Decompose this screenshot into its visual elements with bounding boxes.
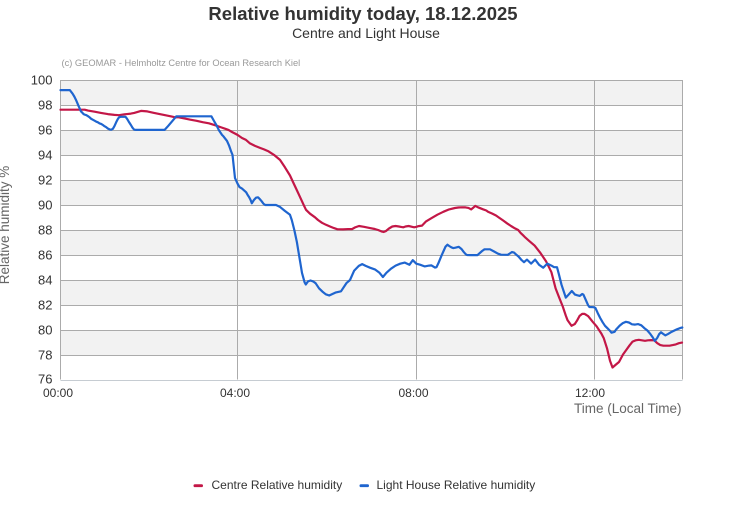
svg-text:Relative humidity today, 18.12: Relative humidity today, 18.12.2025 [208,3,517,24]
svg-text:Light House Relative humidity: Light House Relative humidity [377,478,536,492]
svg-text:80: 80 [38,323,52,338]
svg-text:78: 78 [38,348,52,363]
svg-text:Relative humidity %: Relative humidity % [0,166,12,285]
svg-text:82: 82 [38,298,52,313]
svg-text:88: 88 [38,223,52,238]
svg-text:(c) GEOMAR - Helmholtz Centre: (c) GEOMAR - Helmholtz Centre for Ocean … [62,58,301,68]
svg-text:Centre and Light House: Centre and Light House [292,25,440,41]
svg-text:92: 92 [38,173,52,188]
svg-text:00:00: 00:00 [43,386,73,400]
svg-text:Centre Relative humidity: Centre Relative humidity [212,478,343,492]
svg-text:90: 90 [38,198,52,213]
svg-text:12:00: 12:00 [575,386,605,400]
svg-text:08:00: 08:00 [398,386,428,400]
svg-text:100: 100 [31,73,53,88]
svg-text:98: 98 [38,98,52,113]
svg-text:Time (Local Time): Time (Local Time) [574,401,682,416]
svg-text:84: 84 [38,273,52,288]
svg-text:94: 94 [38,148,52,163]
svg-text:86: 86 [38,248,52,263]
svg-text:76: 76 [38,372,52,387]
svg-text:96: 96 [38,123,52,138]
svg-text:04:00: 04:00 [220,386,250,400]
